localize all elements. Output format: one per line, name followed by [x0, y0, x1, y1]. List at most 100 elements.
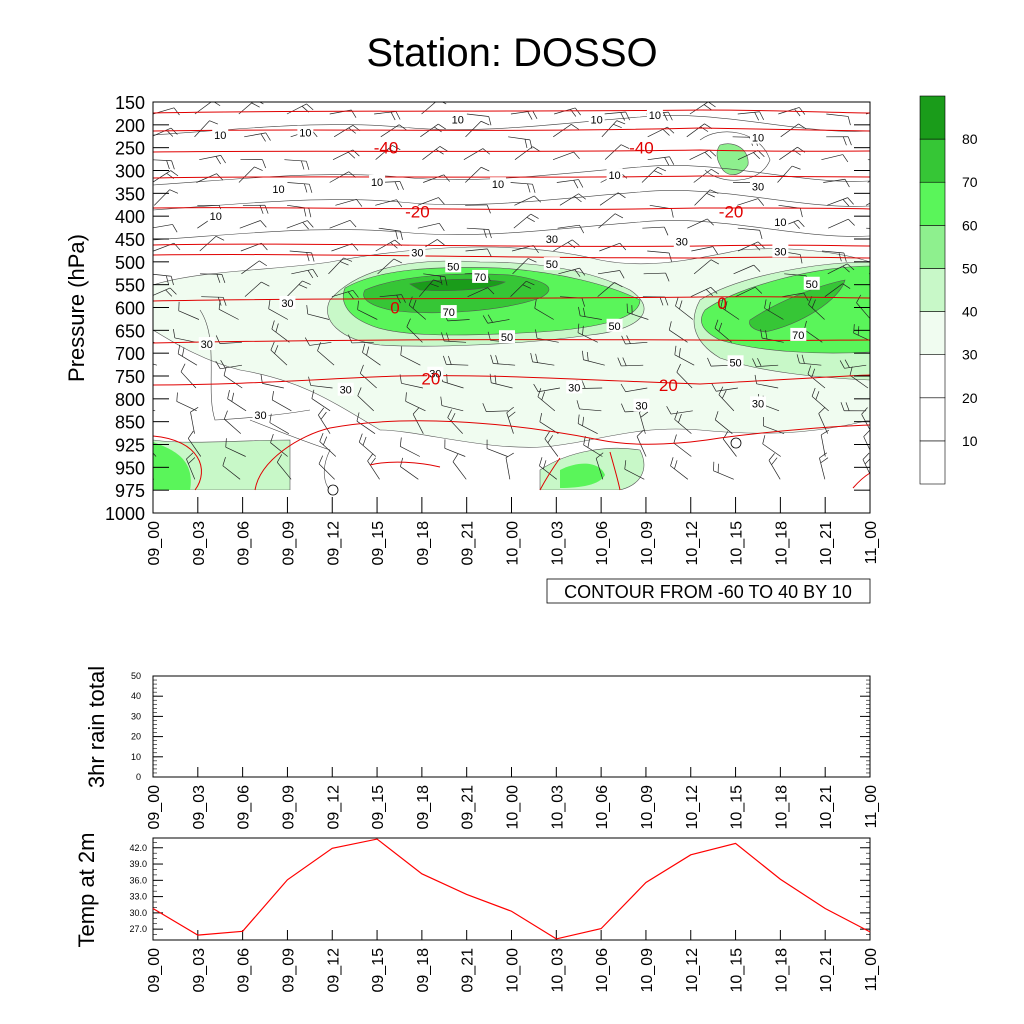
pressure-tick-label: 925	[115, 436, 145, 456]
wind-barb	[779, 146, 798, 160]
wind-barb	[718, 394, 735, 412]
wind-barb	[367, 460, 380, 480]
time-tick-label: 09_21	[460, 948, 477, 993]
wind-barb	[408, 304, 427, 320]
wind-barb	[865, 202, 870, 206]
pressure-tick-label: 450	[115, 230, 145, 250]
time-tick-label: 09_03	[191, 785, 208, 830]
time-tick-label: 10_12	[684, 948, 701, 993]
pressure-tick-label: 975	[115, 481, 145, 501]
wind-barb	[764, 307, 784, 320]
wind-barb	[510, 280, 527, 297]
pressure-tick-label: 800	[115, 390, 145, 410]
wind-barb	[636, 436, 647, 457]
wind-barb	[423, 273, 446, 278]
wind-barb	[222, 465, 241, 480]
time-tick-label: 10_03	[549, 785, 566, 830]
colorbar-bin	[919, 311, 946, 355]
colorbar-bin	[919, 138, 946, 183]
wind-barb	[375, 239, 395, 252]
humidity-contour-label: 10	[207, 209, 224, 223]
humidity-shading	[153, 115, 870, 490]
wind-barb	[807, 373, 826, 389]
wind-barb	[577, 332, 598, 343]
wind-barb	[639, 412, 646, 434]
time-tick-label: 09_15	[370, 521, 387, 566]
wind-barb	[269, 422, 290, 434]
wind-barb	[201, 296, 224, 298]
wind-barb	[862, 459, 870, 475]
pressure-tick-label: 300	[115, 162, 145, 182]
wind-barb	[686, 123, 705, 138]
wind-barb	[176, 401, 197, 412]
humidity-contour-label: 30	[566, 380, 583, 394]
time-tick-label: 10_03	[549, 948, 566, 993]
time-tick-label: 09_03	[191, 948, 208, 993]
humidity-contour-label: 10	[212, 127, 229, 142]
wind-barb	[824, 283, 843, 297]
svg-text:-20: -20	[405, 203, 430, 222]
wind-barb	[291, 268, 313, 275]
temp-series-line	[152, 838, 871, 940]
surface-marker	[327, 484, 339, 496]
temperature-contour-label: 20	[659, 376, 678, 395]
wind-barb	[821, 154, 843, 161]
svg-text:30: 30	[774, 246, 786, 258]
humidity-contour-label: 30	[749, 396, 766, 410]
wind-barb	[691, 246, 714, 252]
svg-text:10: 10	[299, 128, 311, 140]
time-tick-label: 10_09	[639, 521, 656, 566]
wind-barb	[811, 396, 829, 412]
wind-barb	[412, 414, 424, 434]
svg-text:70: 70	[792, 330, 804, 342]
wind-barb	[537, 396, 556, 412]
humidity-contour-label: 50	[606, 318, 623, 333]
rh-band-60-c	[716, 143, 749, 176]
wind-barb	[821, 250, 844, 254]
wind-barb	[508, 136, 531, 141]
temperature-contour-label: -20	[405, 203, 430, 222]
wind-barb	[333, 124, 354, 138]
pressure-tick-label: 700	[115, 344, 145, 364]
time-tick-label: 10_15	[729, 521, 746, 566]
time-tick-label: 09_06	[236, 521, 253, 566]
wind-barb	[244, 132, 266, 138]
time-tick-label: 09_18	[415, 521, 432, 566]
wind-barb	[647, 250, 670, 254]
wind-barb	[286, 220, 308, 229]
svg-text:50: 50	[546, 259, 558, 271]
time-tick-label: 09_15	[370, 948, 387, 993]
humidity-contour-label: 30	[749, 179, 766, 193]
wind-barb	[199, 235, 217, 252]
wind-barb	[583, 359, 605, 366]
time-tick-label: 10_00	[505, 948, 522, 993]
wind-barb	[244, 281, 262, 297]
wind-barb	[199, 273, 222, 275]
wind-barb	[375, 199, 397, 206]
colorbar-tick-label: 10	[962, 433, 978, 449]
wind-barb	[238, 166, 255, 183]
temp-tick-label: 36.0	[129, 875, 147, 885]
wind-barb	[190, 411, 195, 434]
wind-barb	[693, 259, 712, 275]
svg-text:10: 10	[210, 211, 222, 223]
time-tick-label: 09_09	[280, 785, 297, 830]
wind-barb	[819, 457, 826, 480]
temperature-contour-labels: -40 -40 -20 -20 0 0 20 20	[374, 139, 744, 395]
wind-barb	[194, 120, 210, 138]
wind-barb	[867, 159, 870, 161]
humidity-contour-label: 30	[673, 234, 690, 249]
humidity-contour-label: 10	[646, 107, 663, 122]
pressure-tick-label: 1000	[105, 504, 145, 524]
svg-text:50: 50	[806, 279, 818, 291]
humidity-contour-label: 30	[409, 245, 426, 260]
wind-barb	[286, 280, 303, 297]
wind-barb	[674, 354, 695, 366]
wind-barb	[844, 364, 867, 369]
wind-barb	[670, 465, 689, 480]
time-tick-label: 09_18	[415, 785, 432, 830]
svg-text:30: 30	[546, 234, 558, 246]
temp-tick-label: 30.0	[129, 908, 147, 918]
wind-barb	[272, 399, 292, 412]
wind-barb	[444, 340, 467, 343]
